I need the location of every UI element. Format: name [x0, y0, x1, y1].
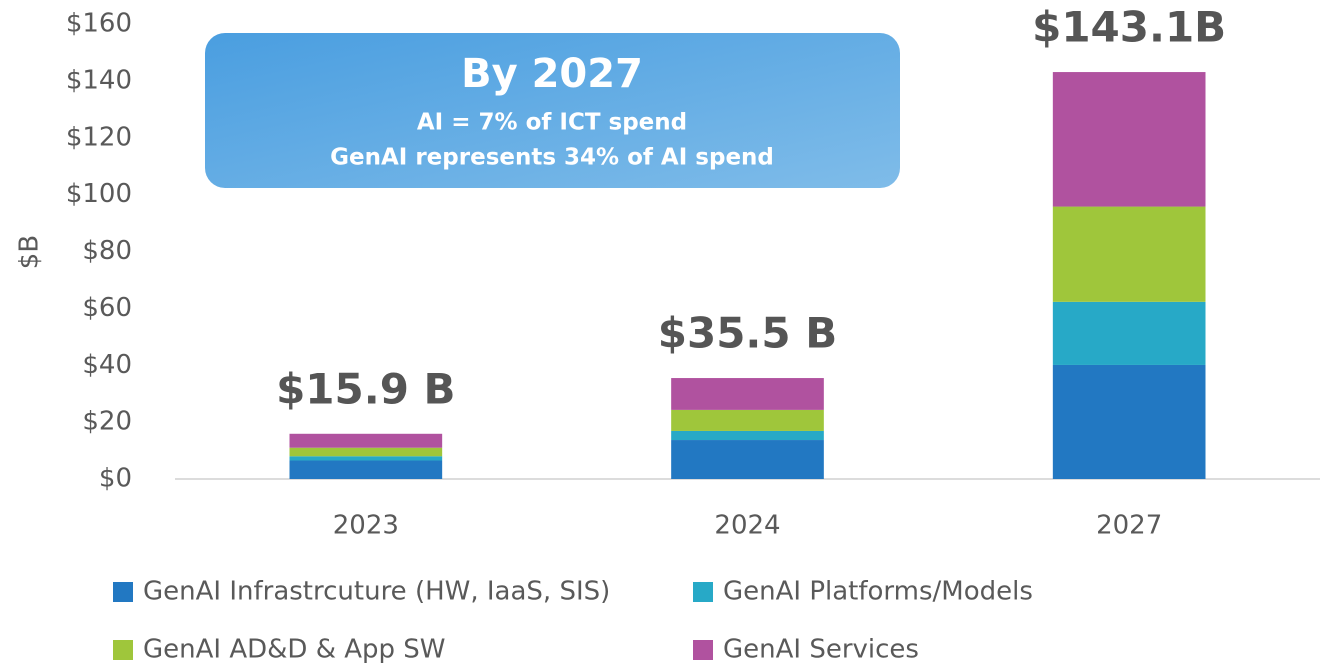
bar-segment [289, 456, 443, 461]
bar-segment [289, 433, 443, 448]
legend-label: GenAI Platforms/Models [723, 577, 1033, 607]
y-tick-label: $60 [82, 293, 132, 323]
bar-segment [671, 440, 824, 479]
legend-label: GenAI Infrastrcuture (HW, IaaS, SIS) [143, 577, 610, 607]
y-tick-label: $120 [66, 122, 132, 152]
bar-segment [289, 460, 443, 479]
legend-label: GenAI Services [723, 635, 919, 665]
x-tick-label: 2027 [1096, 511, 1162, 541]
legend-swatch [113, 640, 133, 660]
callout-line: GenAI represents 34% of AI spend [330, 145, 774, 171]
y-tick-label: $160 [66, 9, 132, 39]
y-tick-label: $40 [82, 350, 132, 380]
y-tick-label: $100 [66, 179, 132, 209]
y-tick-label: $0 [99, 464, 132, 494]
legend-swatch [693, 582, 713, 602]
legend-swatch [113, 582, 133, 602]
callout-title: By 2027 [461, 51, 643, 97]
callout-line: AI = 7% of ICT spend [417, 110, 687, 136]
bar-segment [671, 378, 824, 410]
bar-segment [289, 447, 443, 457]
legend-swatch [693, 640, 713, 660]
bar-segment [1052, 301, 1206, 365]
bar-segment [671, 430, 824, 441]
x-tick-label: 2023 [333, 511, 399, 541]
x-tick-label: 2024 [714, 511, 780, 541]
bar-segment [1052, 206, 1206, 302]
legend-label: GenAI AD&D & App SW [143, 635, 446, 665]
bar-segment [1052, 364, 1206, 479]
y-tick-label: $20 [82, 407, 132, 437]
total-label: $15.9 B [276, 364, 455, 413]
y-tick-label: $80 [82, 236, 132, 266]
callout-box [205, 33, 900, 188]
bar-segment [1052, 72, 1206, 207]
y-tick-label: $140 [66, 65, 132, 95]
bar-segment [671, 409, 824, 431]
total-label: $35.5 B [658, 309, 837, 358]
y-axis-label: $B [15, 235, 45, 269]
total-label: $143.1B [1032, 3, 1226, 52]
